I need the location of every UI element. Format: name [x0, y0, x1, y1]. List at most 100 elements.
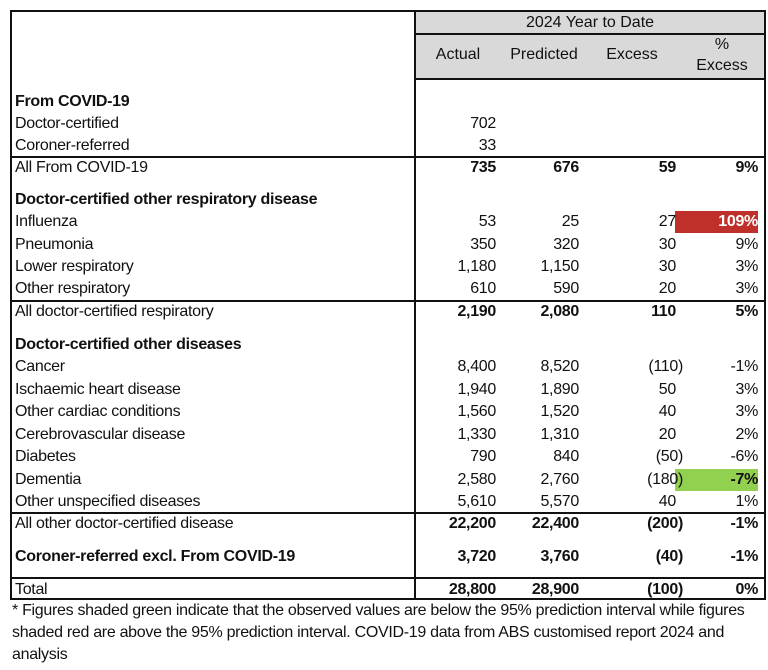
red-shading	[675, 211, 758, 233]
cell-excess: (110)	[648, 358, 683, 375]
table-row: Coroner-referred excl. From COVID-19 3,72…	[12, 546, 764, 568]
cell-predicted: 320	[553, 236, 579, 253]
cell-pct: 3%	[735, 381, 758, 398]
col-header-predicted: Predicted	[510, 46, 578, 63]
cell-pct: 109%	[718, 213, 758, 230]
cell-pct: -1%	[730, 358, 758, 375]
table-row: Lower respiratory 1,180 1,150 30 3%	[12, 256, 764, 278]
cell-excess: 110	[651, 303, 676, 320]
cell-actual: 8,400	[457, 358, 496, 375]
cell-excess: 40	[658, 493, 677, 510]
cell-actual: 1,330	[457, 426, 496, 443]
cell-predicted: 676	[553, 159, 579, 176]
table-row: From COVID-19	[12, 91, 764, 113]
row-label: Total	[15, 581, 48, 598]
cell-actual: 33	[478, 137, 497, 154]
cell-actual: 702	[470, 115, 496, 132]
cell-excess: 30	[658, 236, 677, 253]
cell-predicted: 3,760	[540, 548, 579, 565]
row-divider	[12, 156, 764, 158]
table-row: All other doctor-certified disease 22,200…	[12, 513, 764, 535]
cell-actual: 350	[470, 236, 496, 253]
row-label: Ischaemic heart disease	[15, 381, 181, 398]
table-row: Pneumonia 350 320 30 9%	[12, 234, 764, 256]
row-label: Cancer	[15, 358, 65, 375]
cell-pct: -1%	[730, 515, 758, 532]
row-label: Dementia	[15, 471, 82, 488]
cell-predicted: 2,080	[540, 303, 579, 320]
row-label: All doctor-certified respiratory	[15, 303, 214, 320]
row-label: Coroner-referred	[15, 137, 130, 154]
table-row: Dementia 2,580 2,760 (180) -7%	[12, 469, 764, 491]
table-row: Doctor-certified other respiratory disea…	[12, 189, 764, 211]
cell-actual: 53	[478, 213, 497, 230]
table-row: Total 28,800 28,900 (100) 0%	[12, 579, 764, 601]
cell-excess: 30	[658, 258, 677, 275]
row-label: Lower respiratory	[15, 258, 134, 275]
cell-predicted: 1,890	[540, 381, 579, 398]
cell-actual: 22,200	[448, 515, 496, 532]
col-header-actual: Actual	[435, 46, 481, 63]
cell-pct: 5%	[735, 303, 758, 320]
cell-pct: -1%	[730, 548, 758, 565]
row-label: Other cardiac conditions	[15, 403, 181, 420]
table-row: Diabetes 790 840 (50) -6%	[12, 446, 764, 468]
table-row: Influenza 53 25 27 109%	[12, 211, 764, 233]
row-label: Doctor-certified	[15, 115, 119, 132]
cell-actual: 1,560	[457, 403, 496, 420]
cell-excess: (180)	[647, 471, 683, 488]
cell-excess: (40)	[655, 548, 684, 565]
cell-excess: 59	[658, 159, 677, 176]
cell-actual: 610	[470, 280, 496, 297]
column-divider	[414, 12, 416, 598]
cell-excess: (100)	[647, 581, 683, 598]
cell-excess: 50	[658, 381, 677, 398]
cell-pct: 0%	[735, 581, 758, 598]
cell-actual: 1,940	[457, 381, 496, 398]
cell-predicted: 22,400	[531, 515, 579, 532]
row-label: Coroner-referred excl. From COVID-19	[15, 548, 295, 565]
row-label: Doctor-certified other diseases	[15, 336, 242, 353]
cell-excess: 20	[658, 280, 677, 297]
table-row: All From COVID-19 735 676 59 9%	[12, 157, 764, 179]
table-row: Other cardiac conditions 1,560 1,520 40 3%	[12, 401, 764, 423]
row-divider	[12, 512, 764, 514]
row-label: Other respiratory	[15, 280, 130, 297]
row-label: Other unspecified diseases	[15, 493, 201, 510]
table-row: Coroner-referred 33	[12, 135, 764, 157]
table-row: Doctor-certified other diseases	[12, 334, 764, 356]
cell-excess: (50)	[655, 448, 684, 465]
cell-excess: 27	[658, 213, 677, 230]
cell-excess: 20	[658, 426, 677, 443]
cell-actual: 3,720	[457, 548, 496, 565]
row-label: Pneumonia	[15, 236, 94, 253]
table-row: Cancer 8,400 8,520 (110) -1%	[12, 356, 764, 378]
cell-pct: -6%	[730, 448, 758, 465]
cell-actual: 2,580	[457, 471, 496, 488]
cell-predicted: 1,150	[540, 258, 579, 275]
table-row: Other unspecified diseases 5,610 5,570 40 1%	[12, 491, 764, 513]
cell-pct: 2%	[735, 426, 758, 443]
column-headers: Actual Predicted Excess % Excess	[416, 35, 764, 80]
cell-predicted: 5,570	[540, 493, 579, 510]
excess-deaths-table: 2024 Year to Date Actual Predicted Exces…	[10, 10, 766, 600]
cell-excess: (200)	[647, 515, 683, 532]
cell-pct: 3%	[735, 258, 758, 275]
cell-predicted: 1,520	[540, 403, 579, 420]
table-row: Ischaemic heart disease 1,940 1,890 50 3%	[12, 379, 764, 401]
cell-predicted: 840	[553, 448, 579, 465]
cell-predicted: 8,520	[540, 358, 579, 375]
row-label: Cerebrovascular disease	[15, 426, 186, 443]
cell-predicted: 2,760	[540, 471, 579, 488]
footnote: * Figures shaded green indicate that the…	[12, 602, 745, 663]
cell-actual: 2,190	[457, 303, 496, 320]
cell-excess: 40	[658, 403, 677, 420]
cell-actual: 790	[470, 448, 496, 465]
cell-actual: 28,800	[448, 581, 496, 598]
cell-actual: 5,610	[457, 493, 496, 510]
row-label: Doctor-certified other respiratory disea…	[15, 191, 318, 208]
cell-pct: 9%	[735, 159, 758, 176]
cell-pct: 3%	[735, 280, 758, 297]
table-row: All doctor-certified respiratory 2,190 2,0…	[12, 301, 764, 323]
row-divider	[12, 300, 764, 302]
